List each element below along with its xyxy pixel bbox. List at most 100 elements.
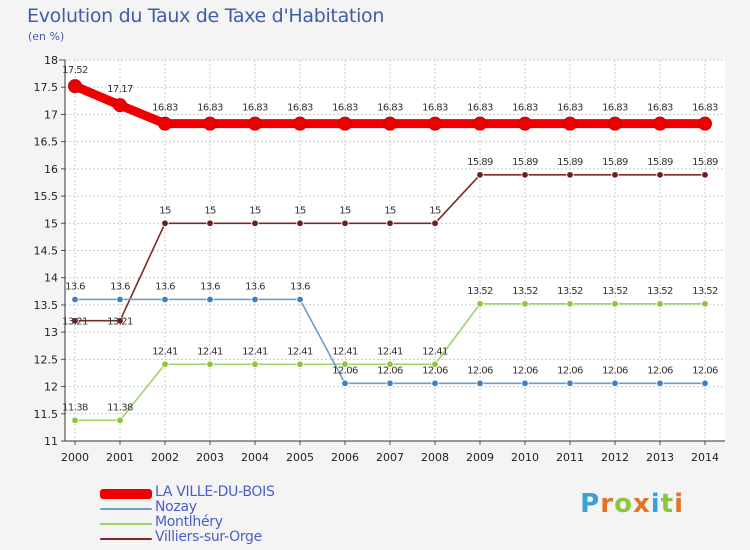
data-point [338,116,352,131]
data-point [71,295,79,304]
data-label: 12.06 [692,365,718,376]
data-point [611,300,619,308]
data-point [386,219,394,227]
data-point [161,295,169,304]
data-label: 15.89 [692,157,718,168]
data-point [161,360,169,368]
data-label: 12.06 [467,365,493,376]
legend-label: LA VILLE-DU-BOIS [155,484,275,500]
data-label: 16.83 [692,103,718,114]
data-label: 12.41 [152,346,178,357]
x-tick-label: 2008 [421,451,449,464]
y-tick-label: 15 [44,217,58,230]
data-label: 15 [204,205,216,216]
data-point [158,116,172,131]
data-point [116,317,124,325]
data-point [116,295,124,304]
x-tick-label: 2011 [556,451,584,464]
data-label: 12.06 [512,365,538,376]
data-point [431,360,439,368]
data-point [203,116,217,131]
y-tick-label: 12.5 [34,353,59,366]
data-label: 15 [384,205,396,216]
data-point [251,295,259,304]
data-point [698,116,712,131]
data-label: 13.52 [467,286,493,297]
data-label: 12.06 [422,365,448,376]
data-label: 16.83 [602,103,628,114]
data-point [296,219,304,227]
data-label: 17.17 [107,84,133,95]
legend-swatch [100,523,152,525]
data-label: 12.41 [287,346,313,357]
x-tick-label: 2007 [376,451,404,464]
legend-swatch [100,538,152,540]
data-label: 16.83 [467,103,493,114]
data-label: 13.6 [200,281,220,292]
data-label: 15.89 [512,157,538,168]
data-point [293,116,307,131]
data-point [161,219,169,227]
data-label: 16.83 [332,103,358,114]
data-point [566,379,574,388]
data-label: 12.06 [647,365,673,376]
data-point [521,379,529,388]
data-point [656,300,664,308]
data-label: 12.41 [197,346,223,357]
data-point [296,360,304,368]
data-label: 13.52 [647,286,673,297]
data-point [68,79,82,94]
data-label: 15 [429,205,441,216]
data-label: 13.6 [245,281,265,292]
x-tick-label: 2013 [646,451,674,464]
data-label: 15.89 [557,157,583,168]
data-label: 16.83 [152,103,178,114]
y-tick-label: 15.5 [34,190,59,203]
data-point [521,171,529,179]
data-label: 15 [159,205,171,216]
y-tick-label: 11 [44,435,58,448]
data-point [608,116,622,131]
logo-letter: x [632,489,651,519]
chart-subtitle: (en %) [28,30,65,43]
data-point [473,116,487,131]
data-label: 15.89 [602,157,628,168]
x-tick-label: 2005 [286,451,314,464]
data-point [656,379,664,388]
x-tick-label: 2001 [106,451,134,464]
logo-letter: o [614,489,633,519]
data-point [653,116,667,131]
x-tick-label: 2000 [61,451,89,464]
data-point [386,360,394,368]
legend-swatch [100,508,152,510]
data-label: 13.52 [602,286,628,297]
data-label: 12.06 [557,365,583,376]
data-label: 16.83 [557,103,583,114]
data-point [251,219,259,227]
logo-letter: i [674,489,684,519]
data-label: 12.06 [377,365,403,376]
data-point [386,379,394,388]
data-point [71,317,79,325]
data-label: 13.6 [290,281,310,292]
data-label: 17.52 [62,65,88,76]
y-tick-label: 14 [44,272,58,285]
data-point [701,171,709,179]
data-point [476,300,484,308]
data-point [518,116,532,131]
data-point [251,360,259,368]
data-label: 15.89 [467,157,493,168]
data-point [431,219,439,227]
data-point [611,171,619,179]
x-tick-label: 2002 [151,451,179,464]
data-point [341,219,349,227]
data-label: 13.6 [65,281,85,292]
data-label: 16.83 [647,103,673,114]
data-point [701,300,709,308]
data-label: 16.83 [242,103,268,114]
y-tick-label: 14.5 [34,245,59,258]
data-point [476,171,484,179]
y-tick-label: 17.5 [34,81,59,94]
data-point [383,116,397,131]
data-point [71,416,79,425]
